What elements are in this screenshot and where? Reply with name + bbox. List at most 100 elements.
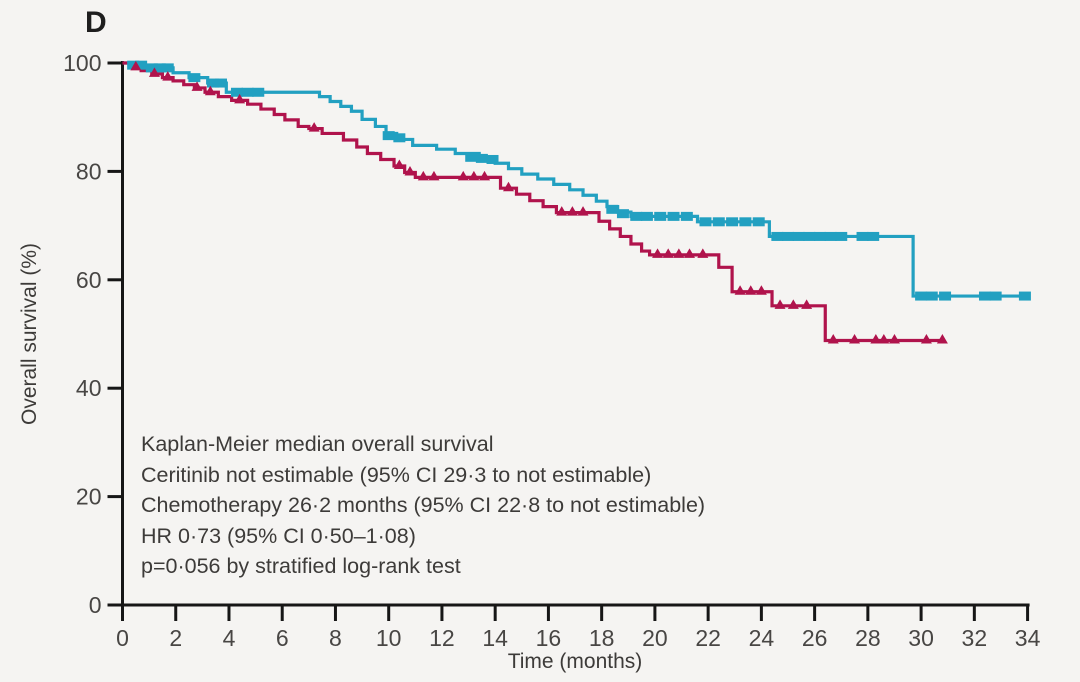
x-axis-title: Time (months) <box>508 650 643 673</box>
x-tick-label: 20 <box>642 625 668 651</box>
censor-mark-triangle <box>234 93 246 104</box>
censor-mark-square <box>486 154 499 164</box>
censor-mark-square <box>803 231 816 241</box>
ceritinib-curve <box>122 61 1028 298</box>
censor-mark-square <box>792 231 805 241</box>
y-tick-label: 100 <box>63 50 101 76</box>
censor-mark-triangle <box>457 170 469 181</box>
censor-mark-triangle <box>130 60 142 71</box>
censor-mark-square <box>188 73 201 83</box>
censor-mark-square <box>465 152 478 162</box>
censor-mark-square <box>393 133 406 143</box>
censor-mark-triangle <box>870 334 882 344</box>
annotation-line-hazard-ratio: HR 0·73 (95% CI 0·50–1·08) <box>141 523 416 548</box>
censor-mark-square <box>867 231 880 241</box>
censor-mark-triangle <box>684 248 696 258</box>
x-tick-label: 22 <box>695 625 721 651</box>
x-tick-label: 12 <box>429 625 455 651</box>
x-tick-label: 2 <box>169 625 182 651</box>
y-tick-label: 60 <box>76 267 102 293</box>
censor-mark-square <box>382 131 395 141</box>
censor-mark-triangle <box>652 248 664 258</box>
censor-mark-triangle <box>745 285 757 295</box>
censor-mark-triangle <box>787 299 799 309</box>
survival-curves <box>122 61 1028 343</box>
x-tick-label: 30 <box>908 625 934 651</box>
censor-mark-triangle <box>662 248 674 258</box>
censor-mark-triangle <box>888 334 900 344</box>
censor-mark-square <box>127 60 140 70</box>
censor-mark-square <box>667 211 680 221</box>
censor-mark-square <box>939 291 952 301</box>
censor-mark-square <box>726 217 739 227</box>
y-tick-label: 20 <box>76 484 102 510</box>
censor-mark-square <box>252 87 265 97</box>
censor-mark-square <box>640 211 653 221</box>
censor-mark-triangle <box>577 206 589 216</box>
censor-mark-square <box>161 63 174 73</box>
censor-mark-square <box>978 291 991 301</box>
censor-mark-triangle <box>502 181 514 192</box>
annotation-line-chemotherapy: Chemotherapy 26·2 months (95% CI 22·8 to… <box>141 493 706 517</box>
x-tick-label: 6 <box>276 625 289 651</box>
censor-mark-square <box>856 231 869 241</box>
annotation-line-title: Kaplan-Meier median overall survival <box>141 432 494 456</box>
x-tick-label: 26 <box>802 625 828 651</box>
annotation-line-ceritinib: Ceritinib not estimable (95% CI 29·3 to … <box>141 462 652 487</box>
x-tick-label: 8 <box>329 625 342 651</box>
censor-mark-square <box>782 231 794 241</box>
censor-mark-square <box>207 78 220 88</box>
censor-mark-triangle <box>479 170 491 181</box>
censor-mark-triangle <box>404 165 416 176</box>
censor-mark-square <box>616 209 629 219</box>
censor-mark-square <box>989 291 1002 301</box>
censor-marks <box>127 60 1031 344</box>
censor-mark-triangle <box>755 285 767 295</box>
x-tick-label: 28 <box>855 625 881 651</box>
censor-mark-triangle <box>849 334 861 344</box>
censor-mark-triangle <box>734 285 746 295</box>
censor-mark-triangle <box>556 206 568 216</box>
y-tick-label: 0 <box>89 592 102 618</box>
censor-mark-triangle <box>148 67 160 77</box>
x-tick-label: 14 <box>482 625 508 651</box>
censor-mark-triangle <box>878 334 890 344</box>
censor-mark-square <box>630 211 643 221</box>
x-tick-label: 18 <box>589 625 615 651</box>
censor-mark-triangle <box>191 81 203 91</box>
km-annotation-block: Kaplan-Meier median overall survival Cer… <box>141 429 705 582</box>
censor-mark-square <box>153 63 166 73</box>
censor-mark-square <box>1018 291 1031 301</box>
censor-mark-square <box>813 231 826 241</box>
censor-mark-square <box>230 87 243 97</box>
x-tick-label: 32 <box>962 625 988 651</box>
x-tick-label: 10 <box>376 625 402 651</box>
chemotherapy-curve <box>122 61 946 343</box>
censor-mark-triangle <box>774 299 786 309</box>
censor-mark-triangle <box>162 71 174 81</box>
censor-mark-square <box>835 231 848 241</box>
censor-mark-triangle <box>673 248 685 258</box>
censor-mark-square <box>654 211 667 221</box>
censor-mark-triangle <box>393 159 405 169</box>
censor-mark-square <box>241 87 254 97</box>
censor-mark-square <box>915 291 928 301</box>
censor-mark-triangle <box>827 334 839 344</box>
censor-mark-triangle <box>920 334 932 344</box>
censor-mark-triangle <box>204 85 216 96</box>
x-tick-label: 0 <box>116 625 129 651</box>
censor-mark-triangle <box>566 206 578 216</box>
censor-mark-square <box>145 63 158 73</box>
censor-mark-square <box>925 291 938 301</box>
y-tick-label: 40 <box>76 375 102 401</box>
censor-mark-square <box>712 217 725 227</box>
panel-label: D <box>85 6 108 39</box>
x-tick-label: 4 <box>223 625 236 651</box>
x-tick-label: 34 <box>1015 625 1041 651</box>
annotation-line-pvalue: p=0·056 by stratified log-rank test <box>141 554 461 578</box>
x-tick-label: 16 <box>536 625 562 651</box>
y-tick-label: 80 <box>76 158 102 184</box>
